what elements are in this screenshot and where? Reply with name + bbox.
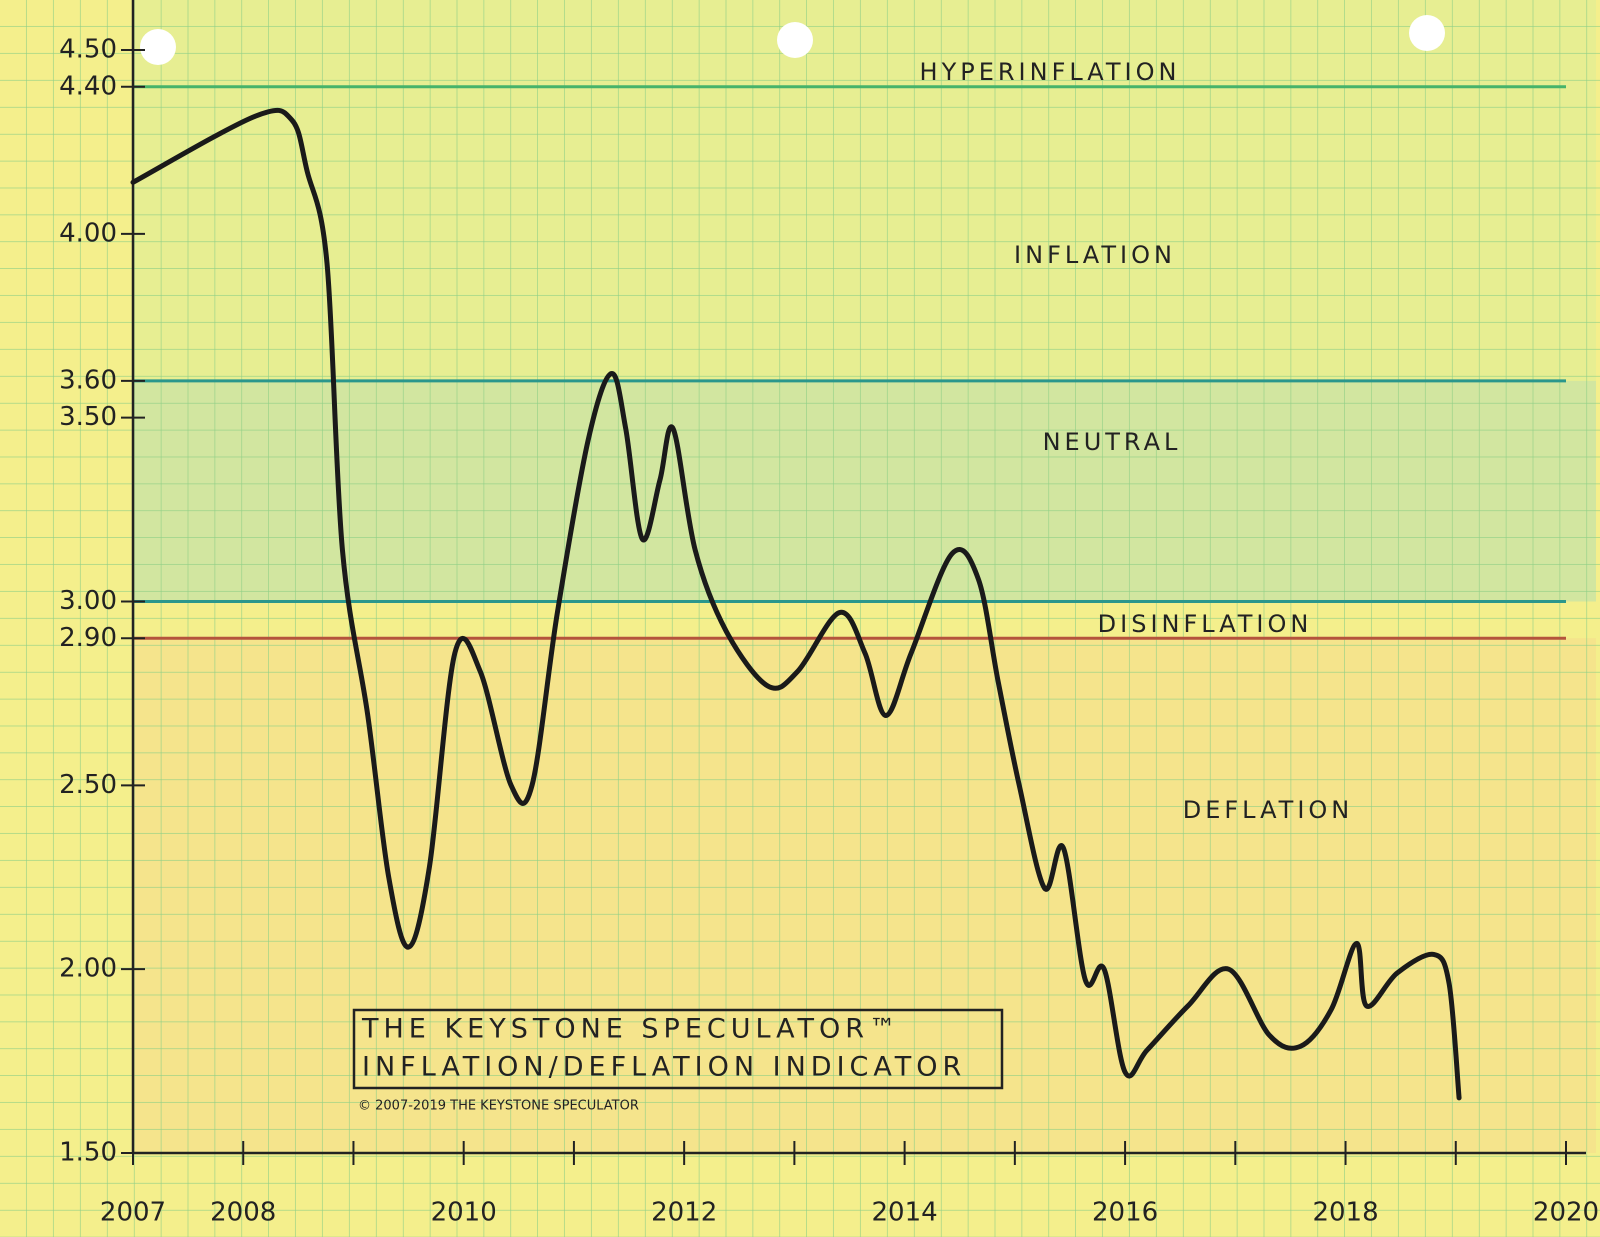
x-tick-label: 2018 bbox=[1312, 1198, 1378, 1228]
zone-label: NEUTRAL bbox=[1043, 428, 1182, 456]
y-tick-label: 2.00 bbox=[59, 954, 117, 984]
y-tick-label: 4.40 bbox=[59, 71, 117, 101]
chart-title: INFLATION/DEFLATION INDICATOR bbox=[362, 1052, 966, 1083]
y-tick-label: 1.50 bbox=[59, 1138, 117, 1168]
x-tick-label: 2012 bbox=[651, 1198, 717, 1228]
y-tick-label: 4.50 bbox=[59, 35, 117, 65]
punch-hole bbox=[140, 29, 176, 65]
y-tick-label: 3.50 bbox=[59, 402, 117, 432]
zone-label: DISINFLATION bbox=[1098, 610, 1313, 638]
punch-hole bbox=[1409, 15, 1445, 51]
title-box bbox=[352, 1008, 1004, 1090]
copyright: © 2007-2019 THE KEYSTONE SPECULATOR bbox=[358, 1099, 639, 1114]
y-tick-label: 3.00 bbox=[59, 586, 117, 616]
x-tick-label: 2008 bbox=[210, 1198, 276, 1228]
y-tick-label: 4.00 bbox=[59, 218, 117, 248]
x-tick-label: 2020 bbox=[1533, 1198, 1599, 1228]
zone-label: INFLATION bbox=[1014, 241, 1176, 269]
x-tick-label: 2010 bbox=[431, 1198, 497, 1228]
zone-label: DEFLATION bbox=[1183, 796, 1354, 824]
x-tick-label: 2007 bbox=[100, 1198, 166, 1228]
x-tick-label: 2016 bbox=[1092, 1198, 1158, 1228]
y-tick-label: 2.90 bbox=[59, 623, 117, 653]
x-tick-label: 2014 bbox=[872, 1198, 938, 1228]
data-line bbox=[130, 107, 1462, 1101]
punch-hole bbox=[777, 22, 813, 58]
chart-title: THE KEYSTONE SPECULATOR™ bbox=[361, 1014, 901, 1045]
y-tick-label: 2.50 bbox=[59, 770, 117, 800]
zone-label: HYPERINFLATION bbox=[920, 58, 1181, 86]
y-tick-label: 3.60 bbox=[59, 365, 117, 395]
